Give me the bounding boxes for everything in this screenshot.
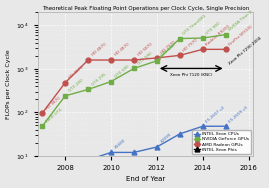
Text: HD 5870: HD 5870 bbox=[137, 43, 153, 57]
Text: HD 4870: HD 4870 bbox=[68, 65, 84, 80]
Text: GTX 280: GTX 280 bbox=[68, 79, 84, 93]
X-axis label: End of Year: End of Year bbox=[126, 177, 165, 182]
Text: Xeon Phi 7290 2004: Xeon Phi 7290 2004 bbox=[228, 36, 263, 66]
Text: HD 7970: HD 7970 bbox=[183, 38, 199, 53]
Text: X5680: X5680 bbox=[114, 138, 127, 150]
Text: 8800 GTX: 8800 GTX bbox=[45, 107, 63, 124]
Text: GTX 580: GTX 580 bbox=[114, 64, 130, 79]
Text: HD 4870: HD 4870 bbox=[114, 43, 130, 57]
Text: Xeon Phi 7120 (KNC): Xeon Phi 7120 (KNC) bbox=[170, 73, 213, 77]
Text: X5560: X5560 bbox=[0, 187, 1, 188]
Text: X2690: X2690 bbox=[160, 133, 172, 144]
Title: Theoretical Peak Floating Point Operations per Clock Cycle, Single Precision: Theoretical Peak Floating Point Operatio… bbox=[42, 6, 249, 11]
Text: GTX 295: GTX 295 bbox=[91, 72, 107, 87]
Text: NVIDIA Titan X: NVIDIA Titan X bbox=[228, 10, 254, 32]
Text: GTX 580: GTX 580 bbox=[137, 51, 153, 66]
Text: X5570: X5570 bbox=[0, 187, 1, 188]
Text: X5365: X5365 bbox=[0, 187, 1, 188]
Text: FirePro W9100: FirePro W9100 bbox=[228, 24, 254, 47]
Text: HD 4870: HD 4870 bbox=[91, 43, 107, 57]
Text: GTX 680: GTX 680 bbox=[160, 44, 176, 58]
Text: E5-2697 v2: E5-2697 v2 bbox=[206, 105, 226, 124]
Legend: INTEL Xeon CPUs, NVIDIA GeForce GPUs, AMD Radeon GPUs, INTEL Xeon Phis: INTEL Xeon CPUs, NVIDIA GeForce GPUs, AM… bbox=[192, 130, 251, 154]
Text: E5-2699 v3: E5-2699 v3 bbox=[228, 105, 249, 124]
Text: HD 7970: HD 7970 bbox=[160, 41, 176, 55]
Text: GTX Titan/680: GTX Titan/680 bbox=[183, 14, 207, 36]
Text: GTX 980: GTX 980 bbox=[206, 21, 222, 35]
Text: HD 3870: HD 3870 bbox=[45, 96, 61, 110]
Text: Radeon R9200: Radeon R9200 bbox=[206, 24, 231, 47]
Y-axis label: FLOPs per Clock Cycle: FLOPs per Clock Cycle bbox=[6, 49, 10, 119]
